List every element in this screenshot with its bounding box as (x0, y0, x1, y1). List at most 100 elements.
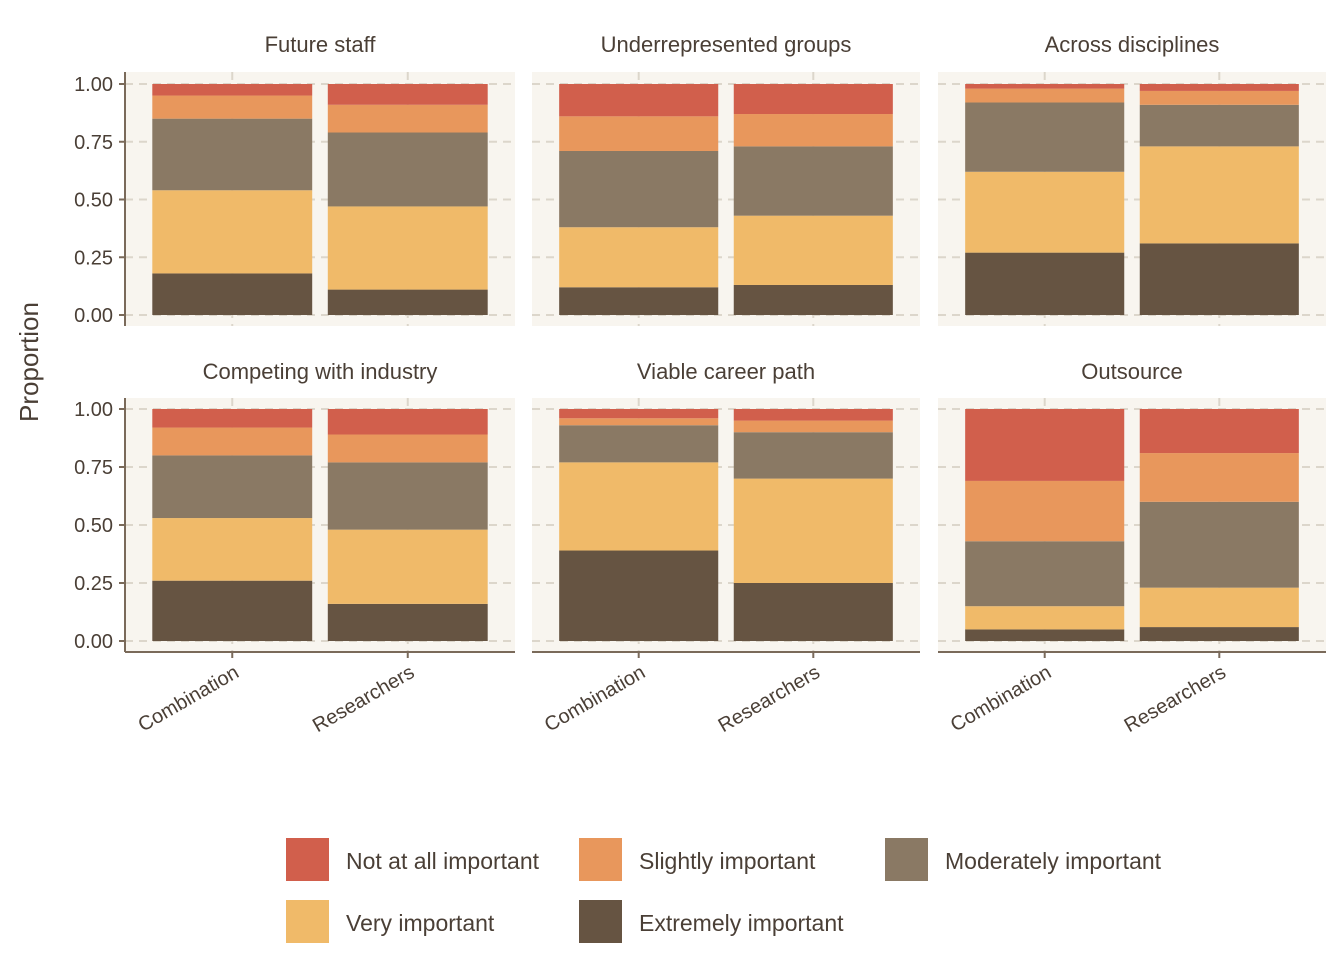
x-tick-label: Researchers (1121, 661, 1230, 737)
bar-segment-researchers-very-important (327, 529, 488, 604)
facet-title: Across disciplines (1045, 32, 1220, 57)
legend-item-slightly-important: Slightly important (579, 838, 816, 881)
y-tick-label: 0.00 (74, 631, 113, 653)
bar-segment-combination-moderately-important (559, 425, 719, 463)
bar-segment-combination-very-important (152, 190, 313, 274)
bar-segment-researchers-slightly-important (327, 104, 488, 133)
bar-segment-researchers-very-important (733, 478, 893, 583)
legend-label: Extremely important (639, 910, 844, 936)
bar-segment-researchers-moderately-important (733, 146, 893, 216)
bar-segment-combination-extremely-important (152, 273, 313, 315)
facet-title: Viable career path (637, 359, 815, 384)
legend-item-extremely-important: Extremely important (579, 900, 844, 943)
bar-segment-researchers-moderately-important (1139, 104, 1299, 147)
bar-segment-combination-extremely-important (152, 580, 313, 641)
legend-label: Slightly important (639, 848, 816, 874)
bar-segment-combination-slightly-important (559, 418, 719, 426)
bar-segment-combination-very-important (559, 227, 719, 288)
bar-segment-combination-not-at-all-important (152, 84, 313, 96)
bar-segment-combination-moderately-important (152, 455, 313, 519)
bar-segment-combination-very-important (152, 518, 313, 581)
legend-swatch (885, 838, 928, 881)
bar-segment-researchers-very-important (1139, 146, 1299, 244)
facet-future-staff: Future staff 0.00 0.25 0.50 0.75 1.00 (74, 32, 515, 327)
y-tick-label: 1.00 (74, 399, 113, 421)
bar-segment-combination-very-important (559, 462, 719, 551)
legend-swatch (579, 900, 622, 943)
facet-panels: Future staff 0.00 0.25 0.50 0.75 1.00 Underrep… (74, 32, 1326, 737)
bar-segment-combination-slightly-important (559, 116, 719, 151)
bar-segment-combination-not-at-all-important (965, 84, 1125, 89)
bar-segment-researchers-not-at-all-important (327, 409, 488, 435)
bar-segment-researchers-extremely-important (733, 583, 893, 641)
bar-segment-researchers-not-at-all-important (733, 84, 893, 115)
legend-item-moderately-important: Moderately important (885, 838, 1162, 881)
y-tick-label: 0.25 (74, 247, 113, 269)
bar-segment-researchers-extremely-important (327, 289, 488, 315)
bar-segment-researchers-very-important (733, 215, 893, 285)
legend-swatch (286, 900, 329, 943)
bar-segment-researchers-extremely-important (733, 284, 893, 315)
bar-segment-researchers-moderately-important (733, 432, 893, 479)
y-tick-label: 0.75 (74, 457, 113, 479)
bar-segment-researchers-not-at-all-important (1139, 409, 1299, 454)
bar-segment-combination-not-at-all-important (559, 84, 719, 117)
bar-segment-combination-moderately-important (965, 541, 1125, 607)
bar-segment-combination-moderately-important (559, 150, 719, 228)
bar-segment-researchers-not-at-all-important (327, 84, 488, 105)
bar-segment-researchers-not-at-all-important (733, 409, 893, 421)
y-tick-label: 0.25 (74, 573, 113, 595)
facet-across-disciplines: Across disciplines (938, 32, 1326, 326)
bar-segment-combination-not-at-all-important (152, 409, 313, 428)
legend-label: Very important (346, 910, 495, 936)
bar-segment-researchers-moderately-important (327, 462, 488, 530)
bar-segment-researchers-extremely-important (1139, 243, 1299, 315)
bar-segment-researchers-slightly-important (1139, 453, 1299, 502)
legend-item-not-at-all-important: Not at all important (286, 838, 540, 881)
bar-segment-researchers-extremely-important (327, 603, 488, 641)
facet-title: Competing with industry (203, 359, 438, 384)
facet-title: Underrepresented groups (601, 32, 852, 57)
bar-segment-combination-slightly-important (152, 95, 313, 119)
legend-swatch (579, 838, 622, 881)
bar-segment-researchers-slightly-important (1139, 90, 1299, 105)
bar-segment-researchers-very-important (327, 206, 488, 290)
x-tick-label: Combination (134, 661, 242, 736)
bar-segment-researchers-extremely-important (1139, 627, 1299, 641)
legend-swatch (286, 838, 329, 881)
bar-segment-combination-moderately-important (965, 102, 1125, 172)
bar-segment-researchers-not-at-all-important (1139, 84, 1299, 91)
y-tick-label: 0.50 (74, 190, 113, 212)
bar-segment-combination-very-important (965, 606, 1125, 630)
legend-label: Moderately important (945, 848, 1162, 874)
bar-segment-combination-extremely-important (559, 550, 719, 641)
bar-segment-combination-extremely-important (965, 252, 1125, 315)
x-tick-label: Researchers (309, 661, 418, 737)
bar-segment-combination-moderately-important (152, 118, 313, 191)
bar-segment-combination-slightly-important (965, 88, 1125, 103)
bar-segment-researchers-slightly-important (327, 434, 488, 463)
y-tick-label: 0.75 (74, 132, 113, 154)
bar-segment-combination-slightly-important (965, 480, 1125, 542)
x-tick-label: Researchers (715, 661, 824, 737)
legend-item-very-important: Very important (286, 900, 495, 943)
bar-segment-researchers-moderately-important (1139, 501, 1299, 588)
y-axis-title: Proportion (14, 302, 44, 422)
bar-segment-researchers-slightly-important (733, 420, 893, 433)
facet-outsource: Outsource Combination Researchers (938, 359, 1326, 737)
facet-title: Future staff (265, 32, 377, 57)
bar-segment-combination-slightly-important (152, 427, 313, 456)
legend: Not at all important Slightly important Mo… (286, 838, 1162, 943)
bar-segment-researchers-very-important (1139, 587, 1299, 628)
facet-underrepresented-groups: Underrepresented groups (532, 32, 920, 326)
y-tick-label: 1.00 (74, 74, 113, 96)
bar-segment-combination-not-at-all-important (559, 409, 719, 419)
bar-segment-researchers-slightly-important (733, 114, 893, 147)
bar-segment-combination-extremely-important (559, 287, 719, 315)
bar-segment-researchers-moderately-important (327, 132, 488, 207)
x-tick-label: Combination (541, 661, 649, 736)
facet-viable-career-path: Viable career path Combination Researchers (532, 359, 920, 737)
bar-segment-combination-not-at-all-important (965, 409, 1125, 481)
y-tick-label: 0.50 (74, 515, 113, 537)
